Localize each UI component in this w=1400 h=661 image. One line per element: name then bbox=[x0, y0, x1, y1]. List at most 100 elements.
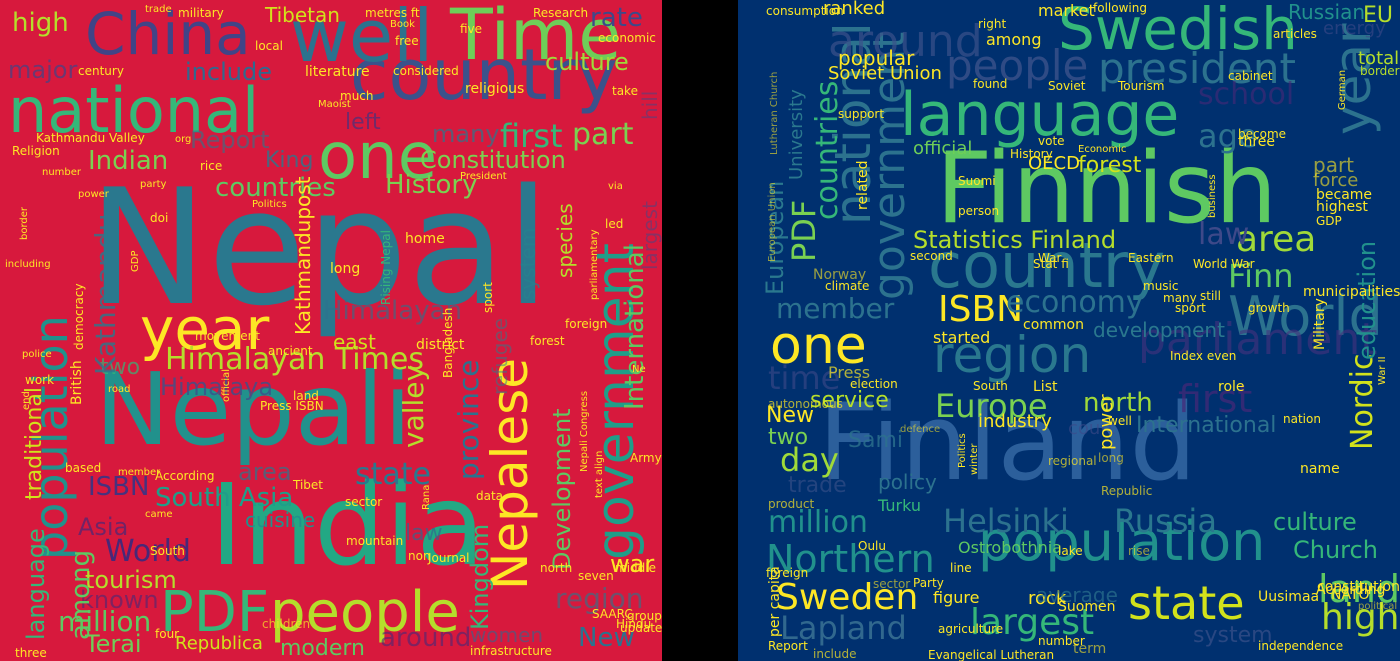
word-among: among bbox=[986, 30, 1042, 49]
word-number: number bbox=[1038, 634, 1085, 648]
word-long: long bbox=[1098, 451, 1124, 465]
word-road: road bbox=[108, 384, 131, 395]
word-sweden: Sweden bbox=[776, 577, 919, 618]
word-movement: movement bbox=[195, 329, 260, 343]
word-world: World bbox=[105, 534, 191, 569]
word-military: Military bbox=[1312, 298, 1328, 350]
word-history: History bbox=[385, 170, 478, 200]
word-foreign: foreign bbox=[766, 566, 809, 580]
word-foreign: foreign bbox=[565, 317, 608, 331]
word-role: role bbox=[1218, 379, 1245, 395]
word-major: major bbox=[8, 56, 78, 84]
word-trade: trade bbox=[145, 4, 172, 15]
word-lake: lake bbox=[1058, 544, 1083, 558]
word-children: children bbox=[262, 617, 311, 631]
word-ostrobothnia: Ostrobothnia bbox=[958, 538, 1062, 557]
word-cloud-finland: Finland Finnish country language Swedish popu… bbox=[738, 0, 1400, 661]
word-statistics-finland: Statistics Finland bbox=[913, 226, 1117, 254]
word-tourism: tourism bbox=[85, 566, 177, 594]
word-product: product bbox=[768, 497, 815, 511]
word-pdf: PDF bbox=[160, 580, 270, 645]
word-rice: rice bbox=[200, 159, 223, 173]
word-million: million bbox=[58, 605, 152, 638]
word-include: include bbox=[185, 58, 272, 86]
word-many: many bbox=[1163, 291, 1197, 305]
word-non: non bbox=[408, 549, 431, 563]
word-text-align: text align bbox=[594, 450, 605, 498]
word-church: Church bbox=[1293, 536, 1378, 564]
word-president: president bbox=[1098, 44, 1296, 93]
word-service: service bbox=[810, 388, 889, 413]
word-considered: considered bbox=[393, 64, 459, 78]
word-helsinki: Helsinki bbox=[943, 502, 1069, 540]
word-school: school bbox=[1198, 77, 1295, 112]
word-based: based bbox=[65, 461, 102, 475]
word-local: local bbox=[255, 39, 283, 53]
word-popular: popular bbox=[838, 46, 915, 70]
word-european-union: European Union bbox=[767, 182, 778, 262]
word-south: South bbox=[150, 544, 185, 558]
word-new: New bbox=[766, 403, 814, 428]
word-independence: independence bbox=[1258, 639, 1344, 653]
word-well: well bbox=[1108, 414, 1132, 428]
word-end: end bbox=[21, 391, 32, 410]
word-sport: sport bbox=[481, 282, 495, 313]
word-constitution: constitution bbox=[1317, 579, 1400, 595]
word-include: include bbox=[813, 647, 857, 661]
word-four: four bbox=[155, 627, 180, 641]
word-still: still bbox=[1200, 289, 1221, 303]
word-country: country bbox=[928, 229, 1166, 302]
word-university: University bbox=[786, 89, 807, 180]
word-press: Press bbox=[828, 363, 871, 382]
word-oecd: OECD bbox=[1028, 153, 1080, 174]
word-war-ii: War II bbox=[1377, 356, 1388, 385]
word-part: part bbox=[572, 117, 634, 152]
word-part: part bbox=[1313, 153, 1355, 177]
word-figure: figure bbox=[933, 588, 980, 607]
word-cloud-nepal: Nepal India Nepali national country China well… bbox=[0, 0, 662, 661]
word-isbn: ISBN bbox=[88, 472, 150, 502]
word-culture: culture bbox=[545, 48, 629, 76]
word-regional: regional bbox=[1048, 454, 1097, 468]
word-via: via bbox=[608, 181, 623, 192]
word-million: million bbox=[768, 505, 868, 540]
word-modern: modern bbox=[280, 636, 365, 661]
word-first: first bbox=[1178, 377, 1253, 421]
word-growth: growth bbox=[1248, 301, 1290, 315]
word-politics: Politics bbox=[252, 199, 287, 210]
word-finnish: Finnish bbox=[936, 132, 1278, 246]
word-largest: largest bbox=[970, 602, 1095, 643]
word-eastern: Eastern bbox=[1128, 251, 1174, 265]
word-development: development bbox=[1093, 318, 1225, 342]
word-swedish: Swedish bbox=[1058, 0, 1298, 63]
word-market: market bbox=[1038, 1, 1095, 20]
word-south-asia: South Asia bbox=[155, 483, 294, 513]
word-party: party bbox=[140, 179, 167, 190]
word-state: state bbox=[355, 457, 431, 492]
word-report: Report bbox=[768, 639, 808, 653]
word-forest: forest bbox=[1078, 153, 1142, 178]
word-vote: vote bbox=[1038, 134, 1065, 148]
word-name: name bbox=[1300, 461, 1340, 477]
word-republica: Republica bbox=[175, 633, 263, 654]
word-rise: rise bbox=[1128, 544, 1150, 558]
word-king: King bbox=[265, 148, 314, 173]
word-north: north bbox=[540, 561, 573, 575]
word-area: area bbox=[238, 458, 292, 486]
word-energy: energy bbox=[1323, 18, 1386, 39]
word-official: official bbox=[913, 138, 973, 159]
word-suomen: Suomen bbox=[1058, 599, 1116, 615]
word-three: three bbox=[15, 646, 47, 660]
word-economy: economy bbox=[1006, 285, 1144, 320]
word-parliament: parliament bbox=[1138, 314, 1378, 365]
word-indian: Indian bbox=[88, 146, 169, 176]
word-long: long bbox=[330, 261, 361, 277]
word-tibetan: Tibetan bbox=[265, 3, 340, 27]
word-book: Book bbox=[390, 19, 415, 30]
word-winter: winter bbox=[969, 443, 980, 475]
word-number: number bbox=[42, 167, 82, 178]
word-nepali-congress: Nepali Congress bbox=[579, 390, 590, 472]
word-person: person bbox=[958, 204, 1000, 218]
word-new: New bbox=[578, 623, 635, 653]
